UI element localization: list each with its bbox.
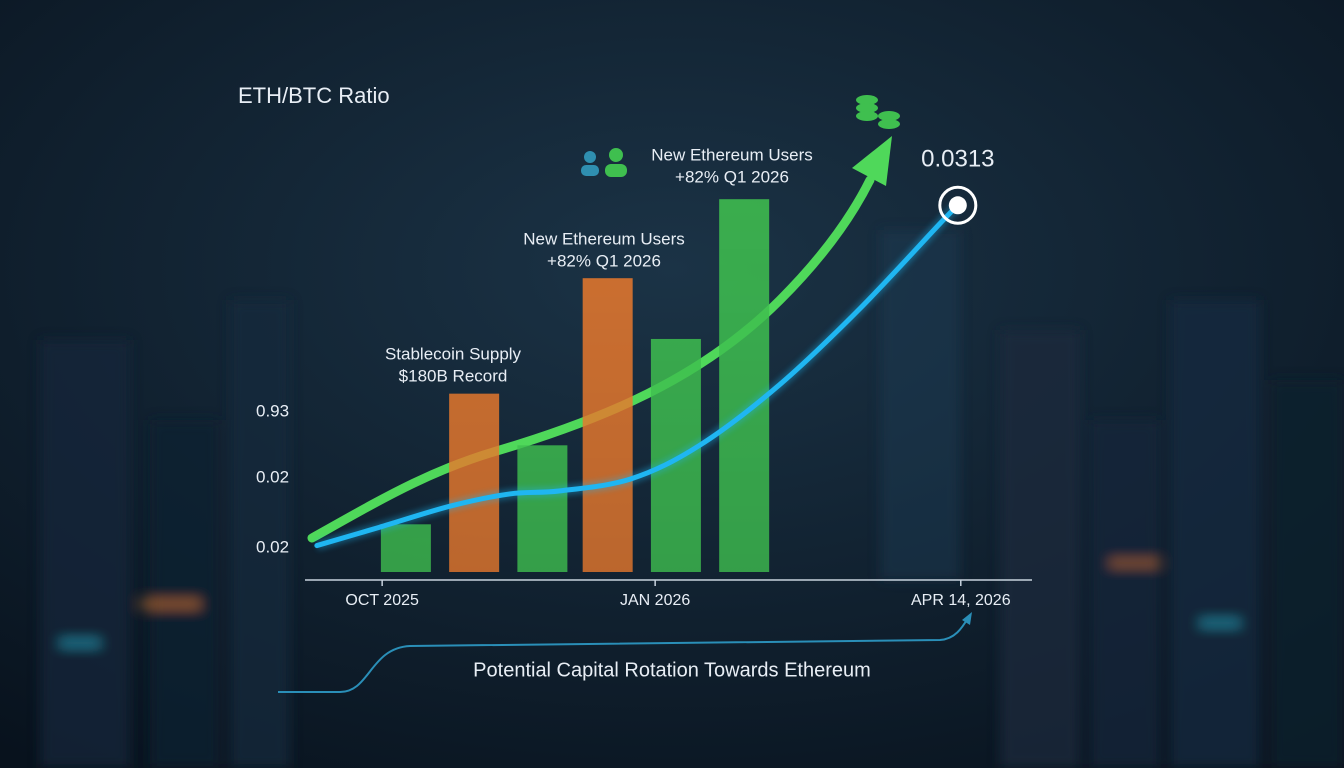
end-point-ring bbox=[938, 185, 978, 225]
x-tick-label: OCT 2025 bbox=[345, 592, 419, 609]
caption: Potential Capital Rotation Towards Ether… bbox=[473, 659, 871, 681]
x-tick-label: JAN 2026 bbox=[620, 592, 690, 609]
coins-icon bbox=[856, 95, 900, 129]
trend-arrowhead bbox=[852, 136, 892, 186]
y-axis-label: 0.02 bbox=[256, 467, 289, 486]
city-backdrop bbox=[40, 230, 1344, 768]
bar bbox=[449, 393, 500, 572]
x-tick-label: APR 14, 2026 bbox=[911, 592, 1011, 609]
bar bbox=[380, 524, 431, 572]
y-axis-label: 0.02 bbox=[256, 537, 289, 556]
annotation: New Ethereum Users bbox=[651, 145, 813, 164]
y-axis-label: 0.93 bbox=[256, 401, 289, 420]
caption-arrow bbox=[278, 617, 969, 693]
annotation: Stablecoin Supply bbox=[385, 344, 522, 363]
end-point bbox=[948, 196, 967, 215]
line bbox=[314, 202, 961, 549]
bar bbox=[582, 278, 633, 572]
bars bbox=[380, 199, 770, 572]
users-icon bbox=[581, 148, 627, 177]
annotation: New Ethereum Users bbox=[523, 229, 685, 248]
value-label: 0.0313 bbox=[921, 145, 994, 172]
annotation: +82% Q1 2026 bbox=[547, 251, 661, 270]
annotation: +82% Q1 2026 bbox=[675, 167, 789, 186]
annotation: $180B Record bbox=[399, 366, 508, 385]
caption-arrowhead bbox=[962, 612, 972, 625]
chart-title: ETH/BTC Ratio bbox=[238, 83, 390, 108]
bar bbox=[719, 199, 770, 572]
bar bbox=[517, 445, 568, 572]
